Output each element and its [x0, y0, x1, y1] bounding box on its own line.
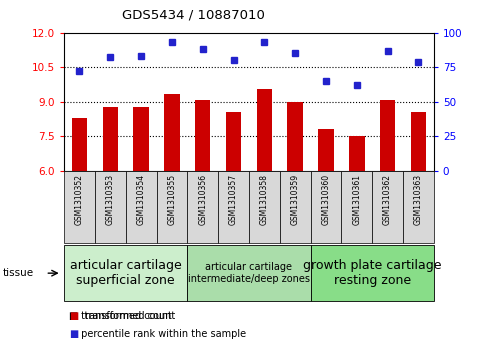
Bar [134, 107, 149, 171]
Bar [64, 171, 95, 243]
Text: GSM1310357: GSM1310357 [229, 174, 238, 225]
Bar [349, 136, 364, 171]
Text: transformed count: transformed count [78, 311, 172, 321]
Bar [72, 118, 87, 171]
Bar [311, 245, 434, 301]
Bar [403, 171, 434, 243]
Bar [380, 101, 395, 171]
Bar [164, 94, 179, 171]
Text: articular cartilage
intermediate/deep zones: articular cartilage intermediate/deep zo… [188, 262, 310, 284]
Bar [287, 102, 303, 171]
Bar [103, 107, 118, 171]
Text: GSM1310353: GSM1310353 [106, 174, 115, 225]
Text: GSM1310352: GSM1310352 [75, 174, 84, 225]
Bar [187, 171, 218, 243]
Text: articular cartilage
superficial zone: articular cartilage superficial zone [70, 259, 181, 287]
Bar [187, 245, 311, 301]
Bar [157, 171, 187, 243]
Text: GSM1310358: GSM1310358 [260, 174, 269, 225]
Bar [218, 171, 249, 243]
Bar [226, 112, 241, 171]
Text: tissue: tissue [2, 268, 34, 278]
Text: GSM1310361: GSM1310361 [352, 174, 361, 225]
Text: ■: ■ [69, 311, 78, 321]
Text: GSM1310355: GSM1310355 [168, 174, 176, 225]
Text: percentile rank within the sample: percentile rank within the sample [78, 329, 246, 339]
Bar [280, 171, 311, 243]
Bar [64, 245, 187, 301]
Bar [126, 171, 157, 243]
Text: ■  transformed count: ■ transformed count [69, 311, 176, 321]
Text: GSM1310354: GSM1310354 [137, 174, 145, 225]
Bar [311, 171, 341, 243]
Text: GSM1310360: GSM1310360 [321, 174, 330, 225]
Text: GSM1310359: GSM1310359 [291, 174, 300, 225]
Text: GSM1310356: GSM1310356 [198, 174, 207, 225]
Bar [372, 171, 403, 243]
Bar [249, 171, 280, 243]
Bar [411, 112, 426, 171]
Bar [195, 101, 211, 171]
Bar [257, 89, 272, 171]
Text: GDS5434 / 10887010: GDS5434 / 10887010 [122, 9, 265, 22]
Text: GSM1310362: GSM1310362 [383, 174, 392, 225]
Bar [318, 129, 334, 171]
Text: growth plate cartilage
resting zone: growth plate cartilage resting zone [303, 259, 441, 287]
Bar [341, 171, 372, 243]
Text: GSM1310363: GSM1310363 [414, 174, 423, 225]
Bar [95, 171, 126, 243]
Text: ■: ■ [69, 329, 78, 339]
